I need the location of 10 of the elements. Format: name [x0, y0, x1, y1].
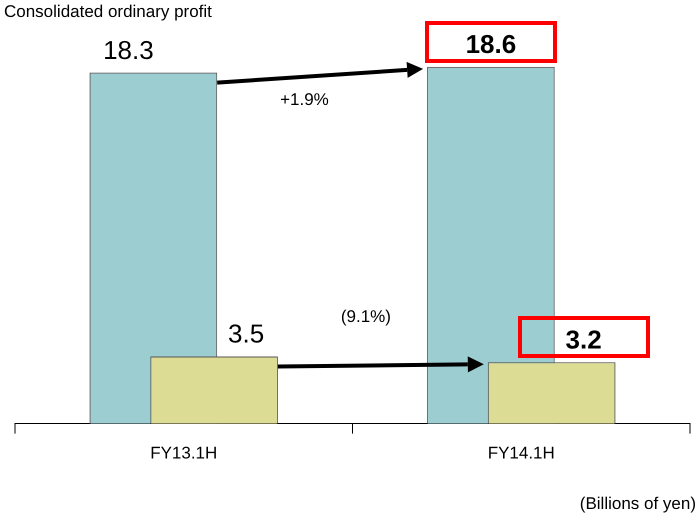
data-label: 18.3	[103, 34, 154, 65]
annotation: +1.9%	[280, 90, 329, 110]
data-label: 3.5	[228, 318, 264, 349]
annotation: (9.1%)	[340, 307, 391, 328]
text: (Billions of yen)	[580, 494, 696, 514]
data-label: 3.2	[566, 324, 602, 354]
chart-title: Consolidated ordinary profit	[4, 2, 212, 22]
x-tick-label: FY14.1H	[488, 443, 555, 462]
data-label: 18.6	[466, 29, 516, 60]
x-tick-label: FY13.1H	[150, 443, 218, 462]
